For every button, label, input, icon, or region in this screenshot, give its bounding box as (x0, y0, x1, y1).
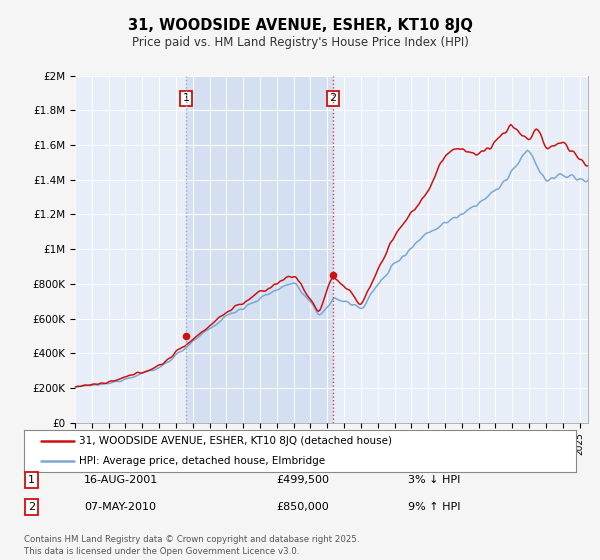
Text: Price paid vs. HM Land Registry's House Price Index (HPI): Price paid vs. HM Land Registry's House … (131, 36, 469, 49)
Point (328, 271, 338, 280)
Text: 1: 1 (28, 475, 35, 485)
Text: 16-AUG-2001: 16-AUG-2001 (84, 475, 158, 485)
Text: HPI: Average price, detached house, Elmbridge: HPI: Average price, detached house, Elmb… (79, 456, 325, 466)
Text: 3% ↓ HPI: 3% ↓ HPI (408, 475, 460, 485)
Text: £850,000: £850,000 (276, 502, 329, 512)
Text: 31, WOODSIDE AVENUE, ESHER, KT10 8JQ (detached house): 31, WOODSIDE AVENUE, ESHER, KT10 8JQ (de… (79, 436, 392, 446)
Text: 1: 1 (183, 93, 190, 103)
Bar (187, 76, 333, 423)
Text: 31, WOODSIDE AVENUE, ESHER, KT10 8JQ: 31, WOODSIDE AVENUE, ESHER, KT10 8JQ (128, 18, 472, 32)
Text: 2: 2 (28, 502, 35, 512)
Text: Contains HM Land Registry data © Crown copyright and database right 2025.
This d: Contains HM Land Registry data © Crown c… (24, 535, 359, 556)
Text: 9% ↑ HPI: 9% ↑ HPI (408, 502, 461, 512)
Text: 07-MAY-2010: 07-MAY-2010 (84, 502, 156, 512)
Text: 2: 2 (329, 93, 337, 103)
Text: £499,500: £499,500 (276, 475, 329, 485)
Point (182, 332, 191, 340)
